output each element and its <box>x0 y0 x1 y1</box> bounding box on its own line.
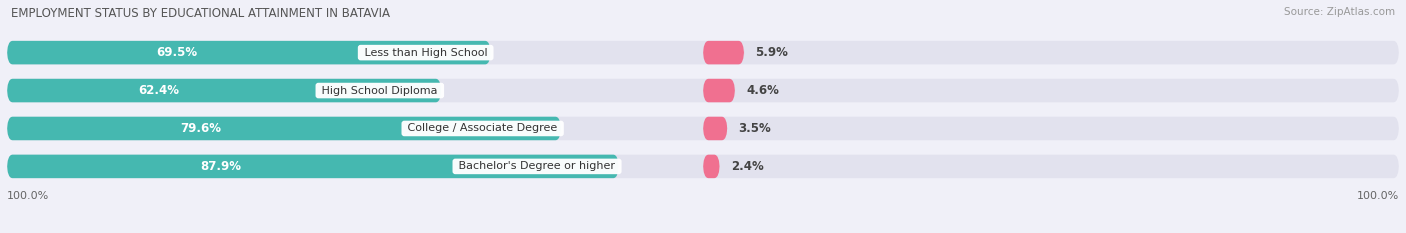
Text: 69.5%: 69.5% <box>156 46 197 59</box>
Text: High School Diploma: High School Diploma <box>318 86 441 96</box>
FancyBboxPatch shape <box>703 41 744 64</box>
FancyBboxPatch shape <box>7 79 441 102</box>
FancyBboxPatch shape <box>7 117 1399 140</box>
Text: 62.4%: 62.4% <box>139 84 180 97</box>
Text: Source: ZipAtlas.com: Source: ZipAtlas.com <box>1284 7 1395 17</box>
Text: 3.5%: 3.5% <box>738 122 772 135</box>
FancyBboxPatch shape <box>7 41 1399 64</box>
FancyBboxPatch shape <box>7 155 619 178</box>
FancyBboxPatch shape <box>703 79 735 102</box>
FancyBboxPatch shape <box>7 41 491 64</box>
Text: EMPLOYMENT STATUS BY EDUCATIONAL ATTAINMENT IN BATAVIA: EMPLOYMENT STATUS BY EDUCATIONAL ATTAINM… <box>11 7 391 20</box>
Text: 2.4%: 2.4% <box>731 160 763 173</box>
FancyBboxPatch shape <box>7 117 561 140</box>
FancyBboxPatch shape <box>703 155 720 178</box>
Text: 100.0%: 100.0% <box>7 191 49 201</box>
Text: 79.6%: 79.6% <box>180 122 221 135</box>
Text: College / Associate Degree: College / Associate Degree <box>405 123 561 134</box>
Text: 87.9%: 87.9% <box>201 160 242 173</box>
FancyBboxPatch shape <box>7 79 1399 102</box>
Text: Less than High School: Less than High School <box>360 48 491 58</box>
FancyBboxPatch shape <box>7 155 1399 178</box>
Text: 100.0%: 100.0% <box>1357 191 1399 201</box>
FancyBboxPatch shape <box>703 117 727 140</box>
Text: 5.9%: 5.9% <box>755 46 789 59</box>
Text: Bachelor's Degree or higher: Bachelor's Degree or higher <box>456 161 619 171</box>
Text: 4.6%: 4.6% <box>747 84 779 97</box>
